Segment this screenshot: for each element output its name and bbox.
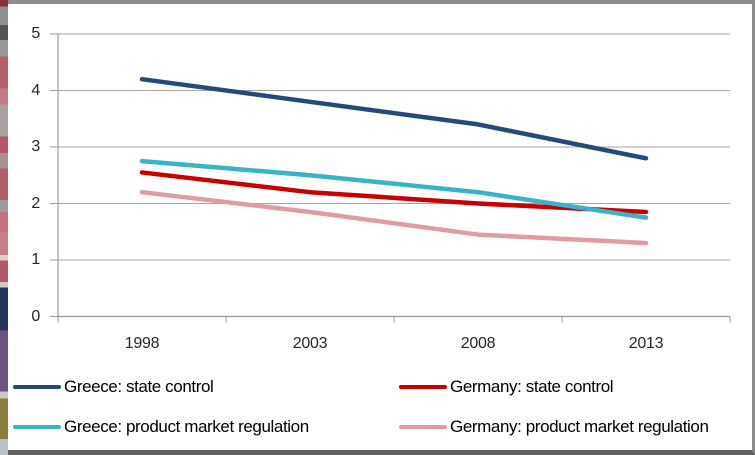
x-tick-label: 2008 (460, 335, 496, 352)
legend-line-swatch (13, 385, 61, 389)
y-tick-label: 1 (31, 251, 40, 268)
legend-line-swatch (13, 425, 61, 429)
series-line-2 (139, 158, 649, 220)
legend-label: Germany: state control (450, 377, 614, 396)
legend-label: Greece: state control (64, 377, 214, 396)
legend-item: Germany: product market regulation (399, 417, 709, 437)
gridlines (50, 33, 730, 317)
legend-item: Germany: state control (399, 377, 614, 397)
legend-line-swatch (399, 385, 447, 389)
y-tick-label: 5 (31, 25, 40, 42)
series-line-3 (139, 189, 649, 246)
y-tick-label: 4 (31, 81, 40, 99)
legend-line-swatch (399, 425, 447, 429)
chart-window (8, 0, 755, 455)
legend-label: Germany: product market regulation (450, 417, 709, 436)
legend-label: Greece: product market regulation (64, 417, 309, 436)
series-line-0 (139, 76, 649, 161)
x-tick-label: 1998 (124, 335, 160, 352)
x-tick-label: 2003 (292, 335, 328, 352)
y-tick-label: 2 (31, 194, 40, 212)
legend-item: Greece: state control (13, 377, 214, 397)
chart-series (139, 76, 649, 246)
y-tick-label: 3 (31, 138, 40, 155)
background-window-sliver (0, 0, 8, 455)
y-tick-label: 0 (31, 307, 40, 325)
x-tick-label: 2013 (628, 335, 664, 352)
axes (57, 34, 731, 323)
series-line-1 (139, 170, 649, 215)
legend-item: Greece: product market regulation (13, 417, 309, 437)
